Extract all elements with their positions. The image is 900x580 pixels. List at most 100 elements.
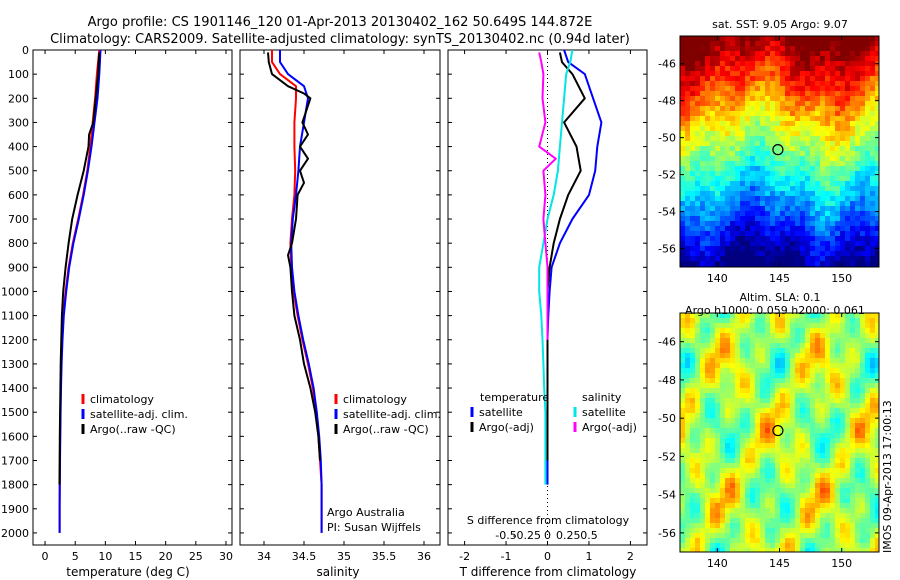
map-cell [850,86,856,92]
map-cell [780,483,786,489]
map-cell [835,498,841,504]
map-cell [820,111,826,117]
map-cell [770,408,776,414]
series-line-difference-2 [538,50,574,485]
map-cell [705,111,711,117]
map-cell [845,443,851,449]
map-cell [850,318,856,324]
map-cell [785,398,791,404]
map-cell [875,373,879,379]
map-cell [800,543,806,549]
map-cell [790,81,796,87]
map-cell [725,171,731,177]
map-cell [750,106,756,112]
map-cell [730,443,736,449]
map-cell [845,56,851,62]
map-cell [780,343,786,349]
map-cell [870,196,876,202]
y-tick-label: -50 [658,132,676,145]
map-cell [795,141,801,147]
map-cell [755,66,761,72]
y-tick-label: -48 [658,95,676,108]
map-cell [810,126,816,132]
map-cell [780,216,786,222]
y-tick-label: -46 [658,336,676,349]
map-cell [690,473,696,479]
map-cell [725,528,731,534]
map-cell [715,358,721,364]
map-cell [775,111,781,117]
map-cell [865,353,871,359]
map-cell [775,538,781,544]
map-cell [720,328,726,334]
map-cell [795,378,801,384]
map-cell [855,353,861,359]
map-cell [825,181,831,187]
map-cell [755,543,761,549]
map-cell [755,473,761,479]
map-cell [750,433,756,439]
map-cell [820,433,826,439]
map-cell [795,523,801,529]
map-cell [685,423,691,429]
map-cell [685,328,691,334]
map-cell [780,393,786,399]
map-cell [820,76,826,82]
map-cell [820,378,826,384]
map-cell [860,96,866,102]
map-cell [750,538,756,544]
map-cell [750,61,756,67]
map-cell [830,483,836,489]
map-cell [825,343,831,349]
map-cell [780,368,786,374]
map-cell [815,46,821,52]
map-cell [755,478,761,484]
map-cell [810,423,816,429]
map-cell [805,136,811,142]
map-cell [735,418,741,424]
map-cell [770,438,776,444]
map-cell [795,313,801,319]
map-cell [875,226,879,232]
map-cell [820,388,826,394]
map-cell [825,201,831,207]
map-cell [810,333,816,339]
map-cell [820,166,826,172]
map-cell [735,136,741,142]
map-cell [720,363,726,369]
map-cell [695,383,701,389]
y-tick-label: -52 [658,450,676,463]
map-cell [730,313,736,319]
map-cell [725,498,731,504]
map-cell [735,261,741,267]
map-cell [790,176,796,182]
map-cell [785,206,791,212]
map-cell [825,71,831,77]
map-cell [715,51,721,57]
y-tick-label: 1800 [1,479,29,492]
map-cell [845,333,851,339]
map-cell [740,358,746,364]
map-cell [810,313,816,319]
map-cell [705,76,711,82]
map-cell [865,251,871,257]
map-cell [825,363,831,369]
map-cell [690,413,696,419]
map-cell [720,513,726,519]
y-tick-label: -46 [658,58,676,71]
map-cell [810,478,816,484]
map-cell [840,111,846,117]
map-cell [690,423,696,429]
map-cell [720,171,726,177]
map-cell [780,141,786,147]
map-cell [820,116,826,122]
map-cell [700,181,706,187]
map-cell [865,338,871,344]
map-cell [745,211,751,217]
map-cell [705,221,711,227]
map-cell [785,348,791,354]
map-cell [870,81,876,87]
map-cell [800,488,806,494]
map-cell [765,428,771,434]
map-cell [720,166,726,172]
